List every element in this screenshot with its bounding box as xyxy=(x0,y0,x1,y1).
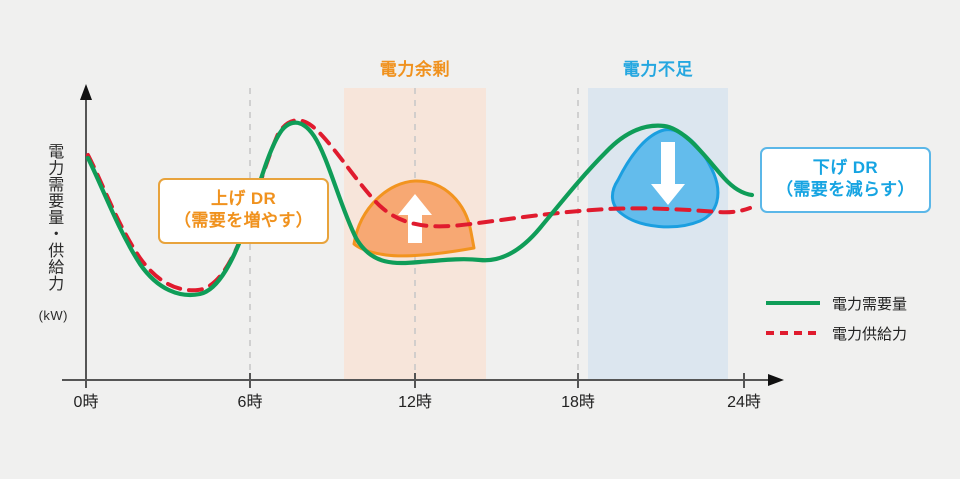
y-axis-unit: (kW) xyxy=(38,307,68,323)
series-supply-line xyxy=(86,118,752,293)
region-title-shortage: 電力不足 xyxy=(622,60,694,79)
callout-sage-dr: 下げ DR （需要を減らす） xyxy=(760,147,931,213)
callout-sage-dr-line1: 下げ DR xyxy=(812,158,879,177)
legend-item-supply: 電力供給力 xyxy=(766,318,907,348)
callout-age-dr: 上げ DR （需要を増やす） xyxy=(158,178,330,244)
xtick-label-18: 18時 xyxy=(561,394,595,411)
legend-label-supply: 電力供給力 xyxy=(832,325,908,343)
region-title-surplus: 電力余剰 xyxy=(379,60,451,79)
shortage-down-arrow-icon xyxy=(651,142,685,205)
x-axis-arrowhead xyxy=(768,374,784,386)
y-axis-title: 電力需要量・供給力 (kW) xyxy=(34,140,68,325)
xtick-label-24: 24時 xyxy=(727,394,761,411)
legend-item-demand: 電力需要量 xyxy=(766,288,907,318)
chart-legend: 電力需要量 電力供給力 xyxy=(766,288,907,348)
legend-swatch-solid-icon xyxy=(766,297,820,309)
legend-label-demand: 電力需要量 xyxy=(832,295,908,313)
callout-sage-dr-line2: （需要を減らす） xyxy=(776,180,915,200)
callout-age-dr-line1: 上げ DR xyxy=(210,189,277,208)
xtick-label-6: 6時 xyxy=(237,394,263,411)
series-demand-line xyxy=(85,120,755,297)
xtick-label-0: 0時 xyxy=(73,394,99,411)
y-axis-title-text: 電力需要量・供給力 xyxy=(45,142,63,292)
y-axis-arrowhead xyxy=(80,84,92,100)
legend-swatch-dashed-icon xyxy=(766,327,820,339)
callout-age-dr-line2: （需要を増やす） xyxy=(174,211,314,231)
xtick-label-12: 12時 xyxy=(398,394,432,411)
surplus-up-arrow-icon xyxy=(398,194,432,243)
